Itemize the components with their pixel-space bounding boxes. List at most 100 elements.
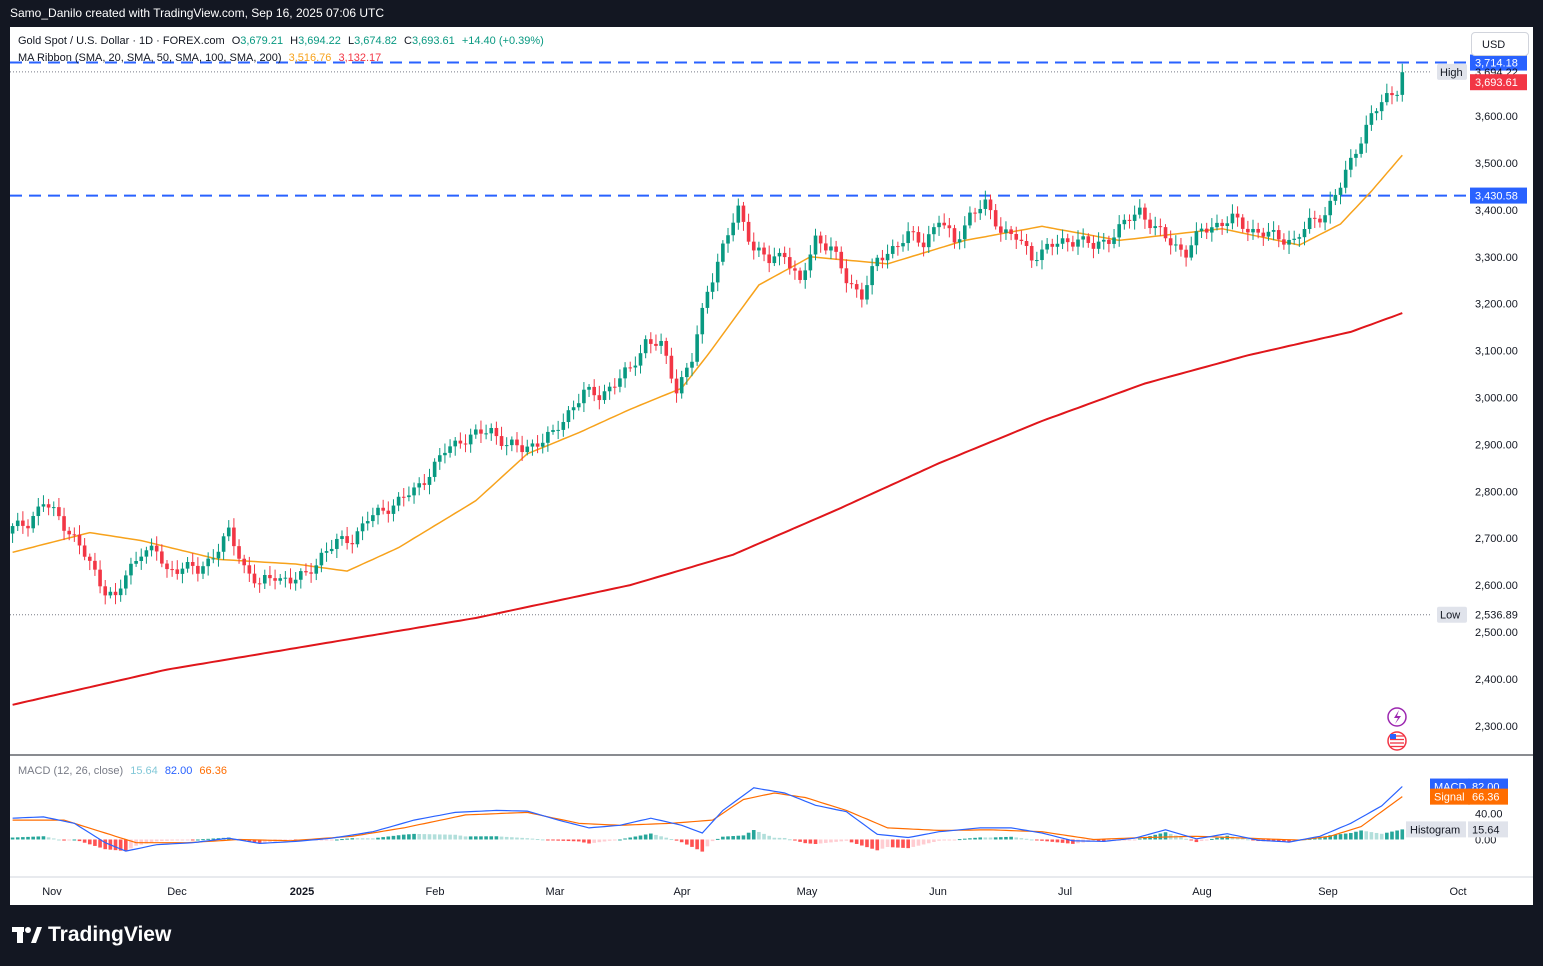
histogram-bar [1174, 835, 1178, 840]
histogram-bar [412, 833, 416, 840]
tradingview-logo[interactable]: TradingView [12, 923, 171, 947]
ma-ribbon-label[interactable]: MA Ribbon (SMA, 20, SMA, 50, SMA, 100, S… [18, 52, 282, 64]
histogram-bar [1395, 830, 1399, 840]
candle-body [695, 334, 699, 362]
candle-body [1101, 239, 1106, 242]
macd-axis-tick: 0.00 [1475, 834, 1496, 846]
candle-body [98, 569, 102, 587]
candle-body [165, 563, 169, 570]
candle-body [232, 527, 236, 547]
histogram-bar [525, 838, 530, 840]
candle-body [520, 445, 524, 453]
candle-body [705, 291, 710, 308]
time-axis-tick: 2025 [290, 886, 314, 898]
histogram-bar [391, 835, 396, 840]
candle-body [1287, 239, 1291, 245]
candle-body [314, 565, 319, 574]
high-low-tag-label: High [1440, 67, 1463, 79]
macd-label[interactable]: MACD (12, 26, close) [18, 765, 124, 777]
histogram-bar [1215, 837, 1219, 840]
candle-body [592, 386, 596, 396]
histogram-bar [1122, 839, 1127, 841]
histogram-bar [262, 839, 267, 843]
candle-body [999, 226, 1003, 233]
histogram-bar [504, 836, 509, 840]
histogram-bar [381, 837, 385, 840]
price-axis-tick: 2,500.00 [1475, 627, 1518, 639]
histogram-bar [607, 839, 612, 841]
candle-body [62, 516, 66, 531]
histogram-bar [427, 834, 432, 840]
histogram-bar [365, 838, 370, 840]
histogram-bar [1369, 832, 1374, 840]
candle-body [494, 427, 499, 437]
candle-body [947, 225, 952, 229]
macd-badge-value: 15.64 [1472, 824, 1500, 836]
histogram-bar [160, 839, 164, 842]
histogram-bar [540, 839, 545, 841]
chart-frame[interactable]: 2,300.00 2,400.00 2,500.00 2,600.00 2,700.00… [10, 27, 1533, 905]
histogram-bar [932, 839, 936, 843]
macd-badge-value-bg [1468, 788, 1508, 805]
histogram-bar [396, 835, 401, 840]
histogram-bar [319, 839, 324, 841]
candle-body [499, 436, 504, 446]
price-axis-tick: 2,800.00 [1475, 486, 1518, 498]
high-low-tag [1437, 63, 1467, 80]
histogram-bar [474, 836, 478, 840]
histogram-bar [489, 836, 494, 840]
histogram-bar [767, 835, 771, 840]
chart-canvas[interactable]: 2,300.00 2,400.00 2,500.00 2,600.00 2,700.00… [10, 27, 1533, 905]
histogram-bar [57, 839, 61, 841]
candle-body [829, 246, 833, 251]
ma-legend: MA Ribbon (SMA, 20, SMA, 50, SMA, 100, S… [18, 52, 385, 64]
legend-symbol[interactable]: Gold Spot / U.S. Dollar · 1D · FOREX.com [18, 35, 225, 47]
candle-body [1035, 260, 1039, 262]
candle-body [942, 222, 946, 226]
time-axis-tick: Mar [546, 886, 565, 898]
candle-body [1318, 218, 1322, 223]
histogram-bar [546, 839, 550, 841]
candle-body [175, 569, 180, 574]
candle-body [329, 548, 334, 552]
ma-ribbon-value-2: 3,132.17 [338, 52, 382, 64]
candle-body [1235, 213, 1240, 218]
histogram-bar [1271, 839, 1276, 842]
candle-body [1132, 214, 1137, 221]
histogram-bar [839, 839, 844, 842]
candle-body [299, 571, 303, 580]
histogram-bar [10, 837, 15, 840]
histogram-bar [185, 839, 190, 841]
histogram-bar [1004, 836, 1008, 840]
candle-body [1349, 157, 1353, 170]
histogram-bar [443, 834, 447, 840]
histogram-bar [468, 836, 473, 840]
candle-body [391, 505, 396, 514]
histogram-bar [777, 837, 782, 840]
candle-body [376, 507, 380, 516]
candle-body [546, 431, 550, 443]
histogram-bar [911, 839, 916, 847]
candle-body [839, 251, 844, 269]
lightning-icon [1387, 707, 1407, 727]
time-axis-tick: Jul [1058, 886, 1072, 898]
histogram-bar [437, 834, 442, 840]
histogram-bar [1323, 836, 1327, 840]
candle-body [221, 536, 226, 552]
histogram-bar [751, 830, 756, 840]
histogram-bar [844, 839, 849, 841]
candle-body [1379, 102, 1384, 112]
candle-body [957, 239, 962, 243]
histogram-bar [154, 839, 159, 842]
macd-badge-label: Signal [1434, 792, 1465, 804]
candle-body [365, 521, 370, 524]
histogram-bar [942, 839, 946, 841]
histogram-bar [1158, 833, 1163, 840]
histogram-bar [1199, 839, 1204, 842]
histogram-bar [530, 838, 535, 840]
histogram-bar [731, 836, 735, 840]
candle-body [1189, 245, 1194, 258]
currency-selector[interactable]: USD [1471, 32, 1529, 56]
candle-body [736, 205, 741, 223]
candle-body [1246, 228, 1250, 233]
